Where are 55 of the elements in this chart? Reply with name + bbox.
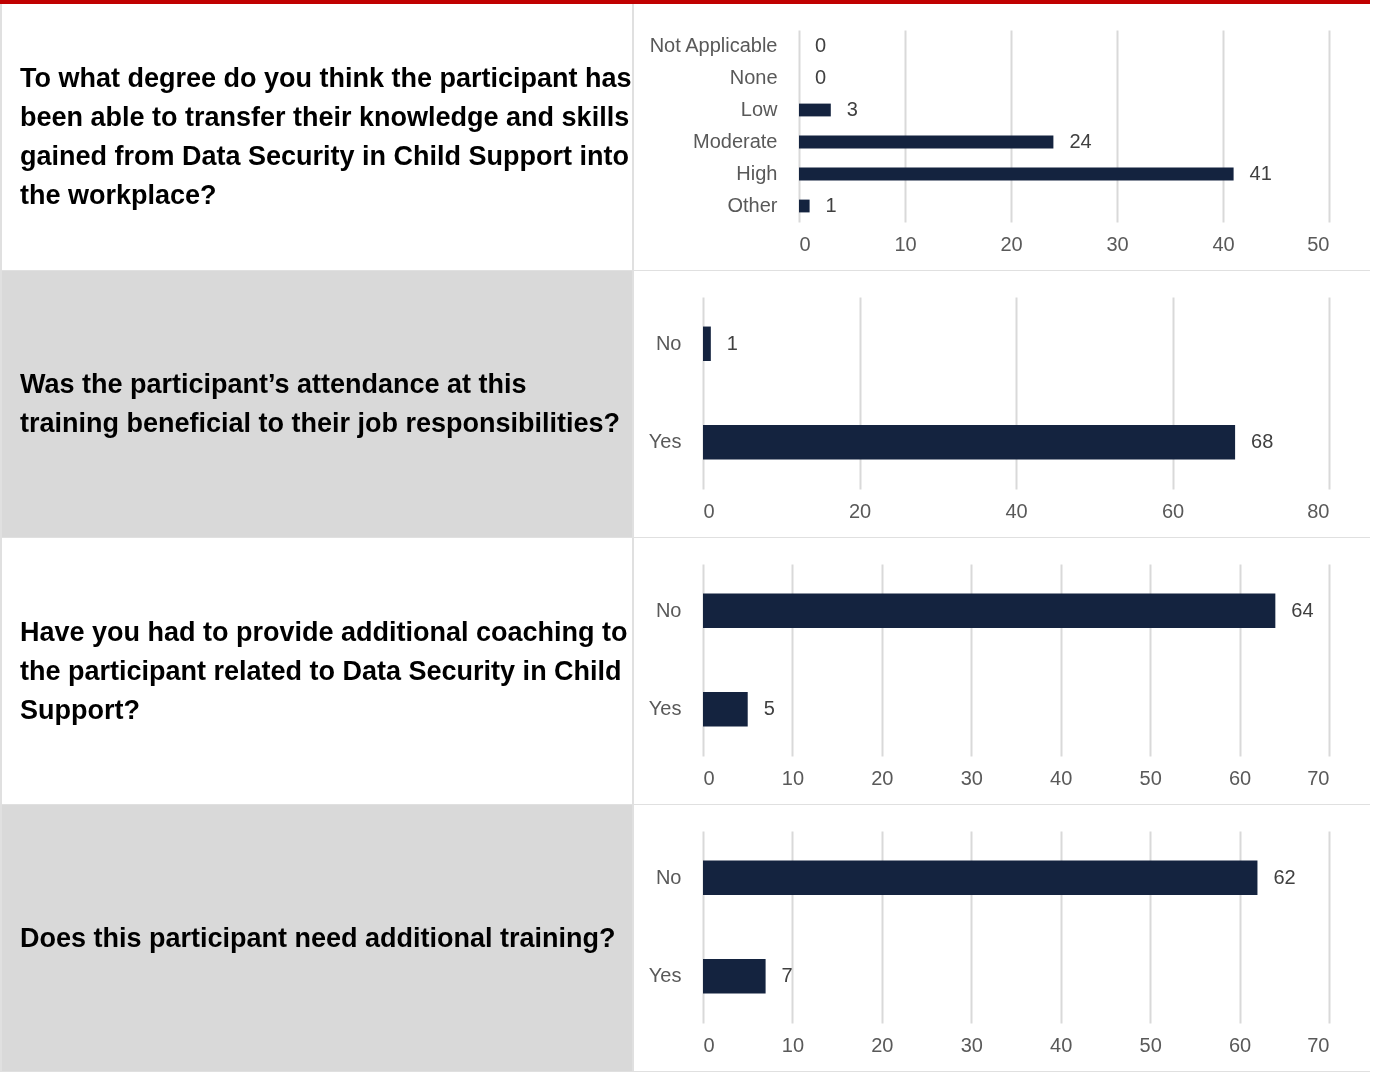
y-tick-label: No xyxy=(655,865,682,888)
x-tick-label: 0 xyxy=(703,499,715,522)
data-label: 0 xyxy=(815,34,827,56)
x-tick-label: 70 xyxy=(1307,766,1330,789)
y-tick-label: None xyxy=(729,66,778,88)
x-tick-label: 60 xyxy=(1161,499,1185,522)
y-tick-label: No xyxy=(655,598,682,621)
y-tick-label: Not Applicable xyxy=(649,34,778,56)
x-tick-label: 50 xyxy=(1139,1033,1162,1056)
x-tick-label: 30 xyxy=(960,766,983,789)
x-tick-label: 10 xyxy=(894,232,917,255)
y-tick-label: Moderate xyxy=(693,130,778,152)
x-tick-label: 0 xyxy=(703,766,715,789)
x-tick-label: 30 xyxy=(960,1033,983,1056)
y-tick-label: Yes xyxy=(648,697,682,720)
x-tick-label: 40 xyxy=(1005,499,1028,522)
x-tick-label: 70 xyxy=(1307,1033,1330,1056)
x-tick-label: 0 xyxy=(703,1033,715,1056)
x-tick-label: 40 xyxy=(1050,1033,1073,1056)
x-tick-label: 80 xyxy=(1307,499,1330,522)
data-label: 7 xyxy=(781,964,793,987)
x-tick-label: 50 xyxy=(1307,232,1330,255)
x-tick-label: 10 xyxy=(781,766,805,789)
data-label: 41 xyxy=(1249,162,1272,184)
text: Have you had to provide additional coaching to the participant related to Data Security in Child Support? xyxy=(0,538,634,804)
x-tick-label: 20 xyxy=(871,1033,894,1056)
data-label: 24 xyxy=(1069,130,1092,152)
x-tick-label: 40 xyxy=(1050,766,1073,789)
x-tick-label: 60 xyxy=(1228,766,1252,789)
x-tick-label: 0 xyxy=(799,232,811,255)
x-tick-label: 50 xyxy=(1139,766,1162,789)
text: Was the participant’s attendance at this training beneficial to their job responsibilities? xyxy=(0,271,634,537)
data-label: 68 xyxy=(1251,430,1274,453)
y-tick-label: Yes xyxy=(648,430,682,453)
data-label: 62 xyxy=(1273,865,1296,888)
y-tick-label: High xyxy=(736,162,778,184)
y-tick-label: Yes xyxy=(648,964,682,987)
y-tick-label: Other xyxy=(727,194,778,216)
data-label: 0 xyxy=(815,66,827,88)
x-tick-label: 20 xyxy=(1000,232,1023,255)
x-tick-label: 60 xyxy=(1228,1033,1252,1056)
x-tick-label: 30 xyxy=(1106,232,1129,255)
x-tick-label: 40 xyxy=(1212,232,1235,255)
data-label: 3 xyxy=(846,98,858,120)
x-tick-label: 20 xyxy=(848,499,872,522)
y-tick-label: No xyxy=(655,331,682,354)
text: To what degree do you think the participant has been able to transfer their knowledge and skills gained from Data Security in Child Support into the workplace? xyxy=(0,4,634,270)
x-tick-label: 20 xyxy=(871,766,894,789)
data-label: 64 xyxy=(1291,598,1314,621)
data-label: 1 xyxy=(726,331,738,354)
data-label: 1 xyxy=(825,194,837,216)
text: Does this participant need additional training? xyxy=(0,805,634,1071)
data-label: 5 xyxy=(763,697,775,720)
y-tick-label: Low xyxy=(740,98,779,120)
x-tick-label: 10 xyxy=(781,1033,805,1056)
